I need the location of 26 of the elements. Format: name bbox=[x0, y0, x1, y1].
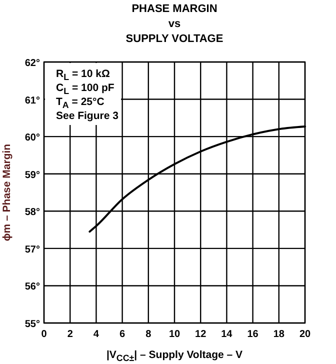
annotation: See Figure 3 bbox=[56, 110, 119, 122]
x-tick-label: 10 bbox=[168, 329, 180, 340]
x-tick-label: 4 bbox=[93, 329, 100, 340]
y-tick-label: 58° bbox=[24, 207, 40, 218]
y-tick-label: 61° bbox=[24, 95, 40, 106]
x-tick-label: 20 bbox=[299, 329, 311, 340]
y-tick-label: 59° bbox=[24, 170, 40, 181]
x-tick-label: 16 bbox=[247, 329, 259, 340]
annotation: C$_{L}$ = 100 pF bbox=[56, 82, 115, 96]
x-tick-label: 18 bbox=[273, 329, 285, 340]
y-tick-label: 57° bbox=[24, 244, 40, 256]
chart-title: PHASE MARGIN vs SUPPLY VOLTAGE bbox=[126, 3, 224, 45]
x-tick-label: 0 bbox=[41, 329, 48, 340]
y-tick-label: 55° bbox=[24, 319, 40, 330]
x-tick-label: 2 bbox=[67, 329, 74, 340]
y-tick-label: 60° bbox=[24, 132, 40, 144]
x-tick-label: 14 bbox=[221, 329, 233, 340]
y-axis-title: ϕm – Phase Margin bbox=[1, 144, 13, 242]
y-tick-label: 56° bbox=[24, 282, 40, 293]
annotation: R$_{L}$ = 10 kΩ bbox=[56, 68, 110, 82]
x-axis-title: |V$_{CC±}$| – Supply Voltage – V bbox=[106, 349, 243, 363]
x-tick-label: 12 bbox=[195, 329, 207, 340]
annotation: T$_{A}$ = 25°C bbox=[56, 96, 105, 110]
y-tick-label: 62° bbox=[24, 58, 40, 69]
x-tick-label: 6 bbox=[120, 329, 126, 340]
x-tick-label: 8 bbox=[146, 329, 152, 340]
